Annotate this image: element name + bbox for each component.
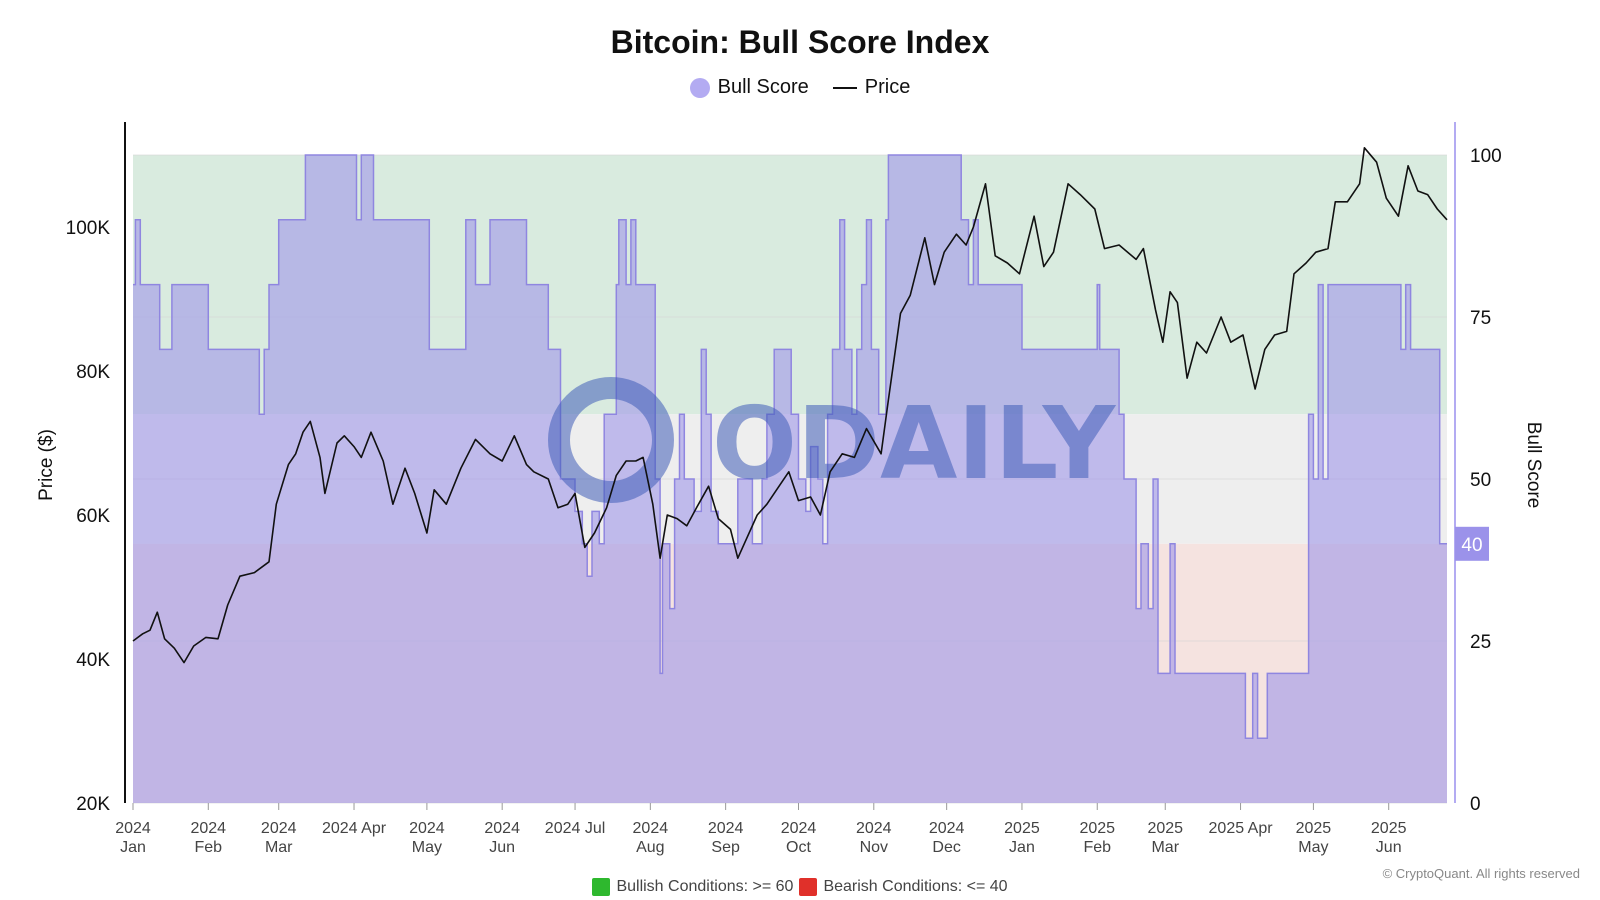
x-tick-label: Sep xyxy=(711,839,740,856)
bearish-square-icon xyxy=(799,878,818,896)
x-tick-label: 2024 xyxy=(115,820,151,837)
watermark-text: ODAILY xyxy=(712,385,1117,502)
x-tick-label: Feb xyxy=(195,839,223,856)
y-right-tick-label: 75 xyxy=(1470,308,1491,329)
y-left-axis-title: Price ($) xyxy=(36,429,57,501)
bullish-square-icon xyxy=(592,878,611,896)
x-tick-label: May xyxy=(1298,839,1328,856)
y-left-tick-label: 60K xyxy=(76,506,110,527)
legend-label-price: Price xyxy=(864,76,911,98)
x-tick-label: 2024 xyxy=(261,820,297,837)
x-tick-label: 2025 xyxy=(1079,820,1115,837)
bullish-condition-label: Bullish Conditions: >= 60 xyxy=(616,878,794,895)
x-tick-label: 2024 Jul xyxy=(545,820,606,837)
x-tick-label: Feb xyxy=(1083,839,1111,856)
x-tick-label: 2025 Apr xyxy=(1209,820,1274,837)
chart-title: Bitcoin: Bull Score Index xyxy=(610,24,990,60)
x-tick-label: 2025 xyxy=(1296,820,1332,837)
x-tick-label: 2024 xyxy=(929,820,965,837)
x-tick-label: 2024 xyxy=(633,820,669,837)
y-left-tick-label: 80K xyxy=(76,362,110,383)
y-right-tick-label: 100 xyxy=(1470,146,1502,167)
x-tick-label: Mar xyxy=(265,839,293,856)
x-tick-label: Aug xyxy=(636,839,664,856)
copyright-text: © CryptoQuant. All rights reserved xyxy=(1382,866,1580,881)
x-tick-label: Jun xyxy=(1376,839,1402,856)
x-tick-label: Jan xyxy=(120,839,146,856)
x-tick-label: 2025 xyxy=(1371,820,1407,837)
x-tick-label: 2024 xyxy=(856,820,892,837)
x-tick-label: Jan xyxy=(1009,839,1035,856)
x-tick-label: May xyxy=(412,839,442,856)
y-left-tick-label: 40K xyxy=(76,650,110,671)
y-right-tick-label: 25 xyxy=(1470,632,1491,653)
chart-footnote: Bullish Conditions: >= 60 Bearish Condit… xyxy=(0,878,1600,896)
x-tick-label: Mar xyxy=(1151,839,1179,856)
legend-marker-bull-score xyxy=(689,77,710,98)
y-right-axis-title: Bull Score xyxy=(1523,422,1544,509)
legend: Bull Score Price xyxy=(0,76,1600,99)
x-tick-label: 2024 xyxy=(708,820,744,837)
x-tick-label: Dec xyxy=(932,839,960,856)
legend-label-bull-score: Bull Score xyxy=(717,76,809,98)
y-left-tick-label: 20K xyxy=(76,794,110,815)
legend-item-price[interactable]: Price xyxy=(832,76,911,99)
bearish-condition-label: Bearish Conditions: <= 40 xyxy=(823,878,1008,895)
price-line xyxy=(132,147,1448,664)
x-tick-label: 2024 xyxy=(190,820,226,837)
x-tick-label: Nov xyxy=(860,839,888,856)
y-right-tick-label: 50 xyxy=(1470,470,1491,491)
x-tick-label: 2024 Apr xyxy=(322,820,387,837)
x-tick-label: 2025 xyxy=(1004,820,1040,837)
legend-item-bull-score[interactable]: Bull Score xyxy=(689,76,809,99)
legend-marker-price xyxy=(832,86,857,89)
y-right-tick-label: 0 xyxy=(1470,794,1481,815)
x-tick-label: 2024 xyxy=(484,820,520,837)
x-tick-label: Oct xyxy=(786,839,811,856)
y-left-tick-label: 100K xyxy=(66,218,111,239)
x-tick-label: 2025 xyxy=(1147,820,1183,837)
current-value-badge xyxy=(1455,526,1489,561)
bull-score-area xyxy=(133,155,1447,803)
x-tick-label: 2024 xyxy=(781,820,817,837)
x-tick-label: 2024 xyxy=(409,820,445,837)
bull-score-line xyxy=(133,154,1447,739)
x-tick-label: Jun xyxy=(489,839,515,856)
current-value-label: 40 xyxy=(1461,535,1482,556)
